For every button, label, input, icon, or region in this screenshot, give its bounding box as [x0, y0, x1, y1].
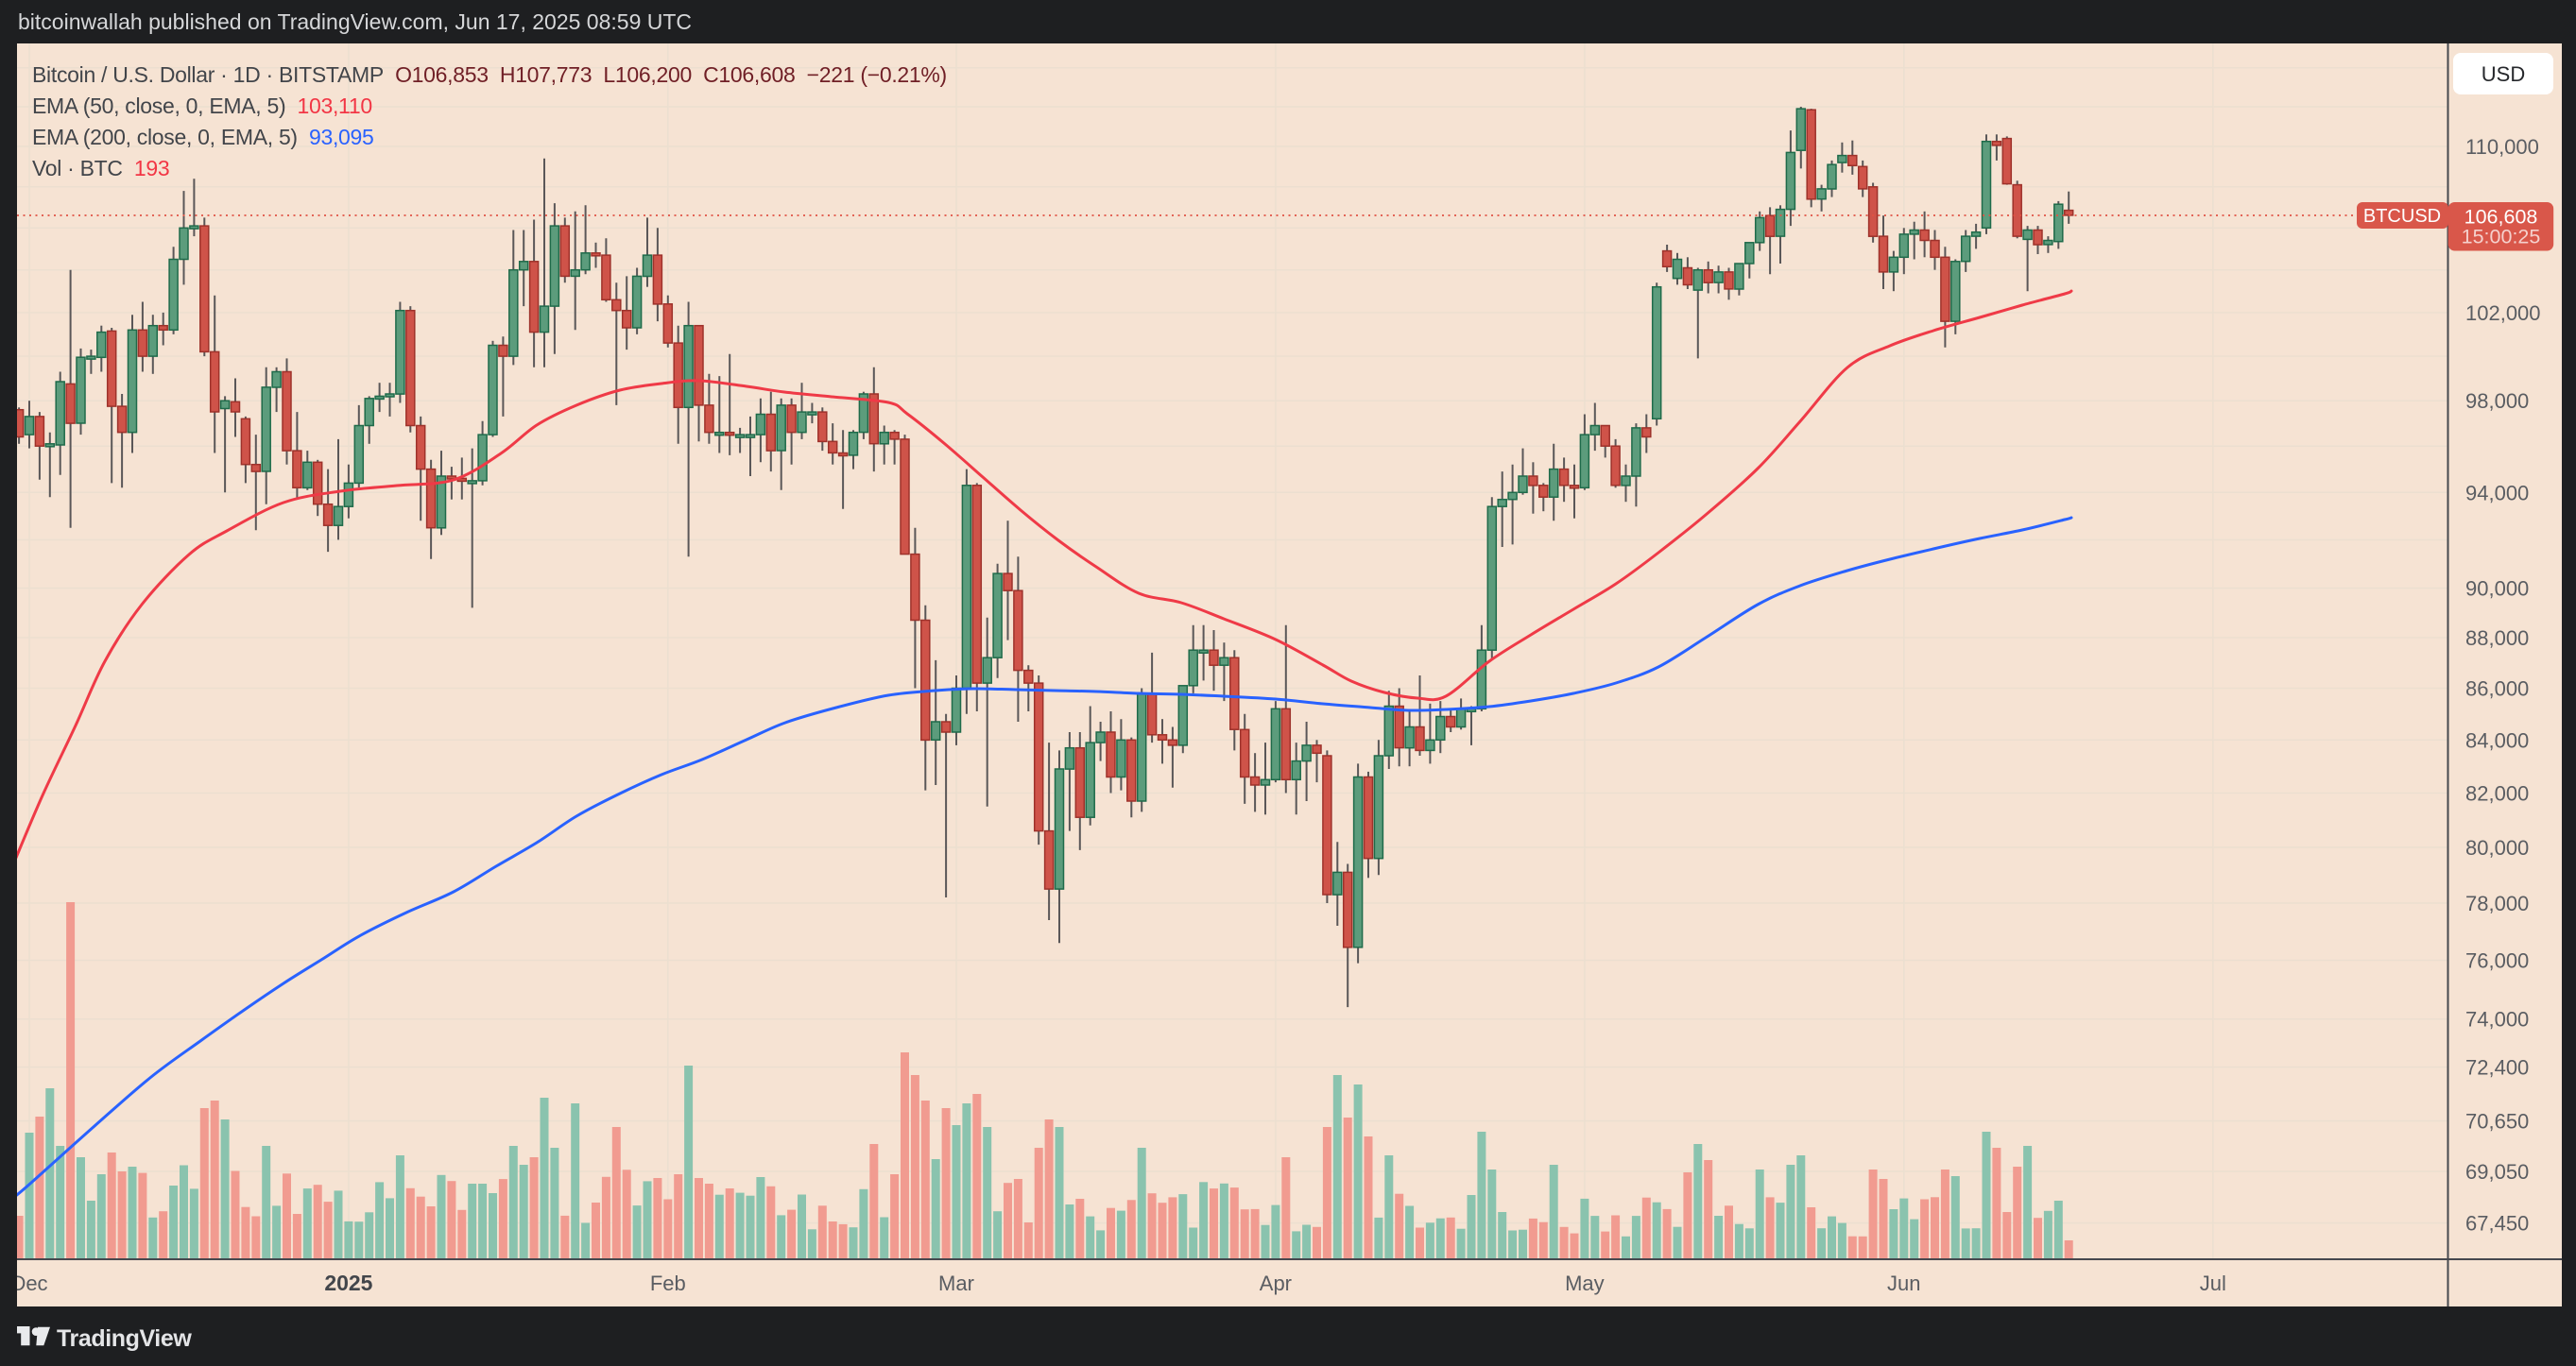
- svg-text:EMA (50, close, 0, EMA, 5) 10: EMA (50, close, 0, EMA, 5) 103,110: [32, 94, 372, 118]
- svg-text:Feb: Feb: [650, 1272, 686, 1295]
- svg-text:15:00:25: 15:00:25: [2462, 226, 2541, 248]
- svg-text:2025: 2025: [324, 1271, 372, 1295]
- svg-text:Bitcoin / U.S. Dollar · 1D · B: Bitcoin / U.S. Dollar · 1D · BITSTAMP O1…: [32, 62, 947, 87]
- svg-text:78,000: 78,000: [2465, 892, 2529, 915]
- svg-text:EMA (200, close, 0, EMA, 5) 9: EMA (200, close, 0, EMA, 5) 93,095: [32, 125, 374, 149]
- svg-text:Jun: Jun: [1887, 1272, 1920, 1295]
- svg-text:May: May: [1565, 1272, 1605, 1295]
- svg-text:102,000: 102,000: [2465, 301, 2541, 325]
- svg-text:67,450: 67,450: [2465, 1212, 2529, 1236]
- svg-text:USD: USD: [2482, 62, 2525, 86]
- svg-text:70,650: 70,650: [2465, 1110, 2529, 1134]
- svg-text:86,000: 86,000: [2465, 677, 2529, 701]
- svg-text:74,000: 74,000: [2465, 1008, 2529, 1032]
- svg-text:Vol · BTC 193: Vol · BTC 193: [32, 156, 169, 180]
- svg-text:69,050: 69,050: [2465, 1160, 2529, 1184]
- svg-text:82,000: 82,000: [2465, 782, 2529, 806]
- svg-text:BTCUSD: BTCUSD: [2363, 206, 2441, 227]
- svg-text:110,000: 110,000: [2465, 135, 2539, 159]
- svg-text:Mar: Mar: [938, 1272, 974, 1295]
- svg-text:98,000: 98,000: [2465, 389, 2529, 413]
- svg-text:Dec: Dec: [17, 1272, 48, 1295]
- svg-text:76,000: 76,000: [2465, 949, 2529, 973]
- svg-text:94,000: 94,000: [2465, 481, 2529, 504]
- svg-text:106,608: 106,608: [2464, 206, 2538, 229]
- svg-text:88,000: 88,000: [2465, 626, 2529, 650]
- svg-text:Apr: Apr: [1260, 1272, 1292, 1295]
- svg-text:Jul: Jul: [2200, 1272, 2226, 1295]
- svg-text:80,000: 80,000: [2465, 836, 2529, 860]
- svg-text:90,000: 90,000: [2465, 577, 2529, 601]
- svg-text:72,400: 72,400: [2465, 1056, 2529, 1080]
- svg-text:84,000: 84,000: [2465, 728, 2529, 752]
